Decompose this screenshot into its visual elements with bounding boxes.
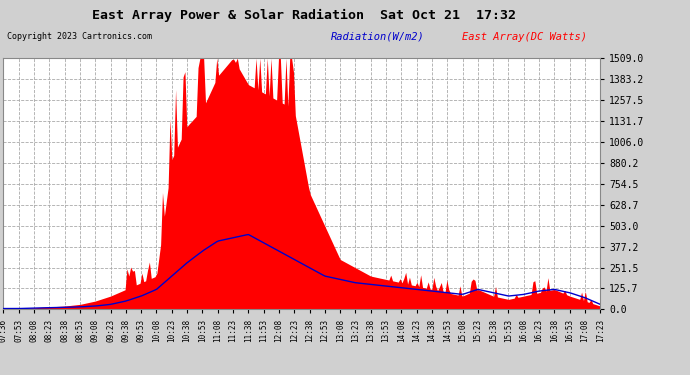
- Text: Copyright 2023 Cartronics.com: Copyright 2023 Cartronics.com: [7, 32, 152, 41]
- Text: Radiation(W/m2): Radiation(W/m2): [331, 32, 425, 42]
- Text: East Array Power & Solar Radiation  Sat Oct 21  17:32: East Array Power & Solar Radiation Sat O…: [92, 9, 515, 22]
- Text: East Array(DC Watts): East Array(DC Watts): [462, 32, 587, 42]
